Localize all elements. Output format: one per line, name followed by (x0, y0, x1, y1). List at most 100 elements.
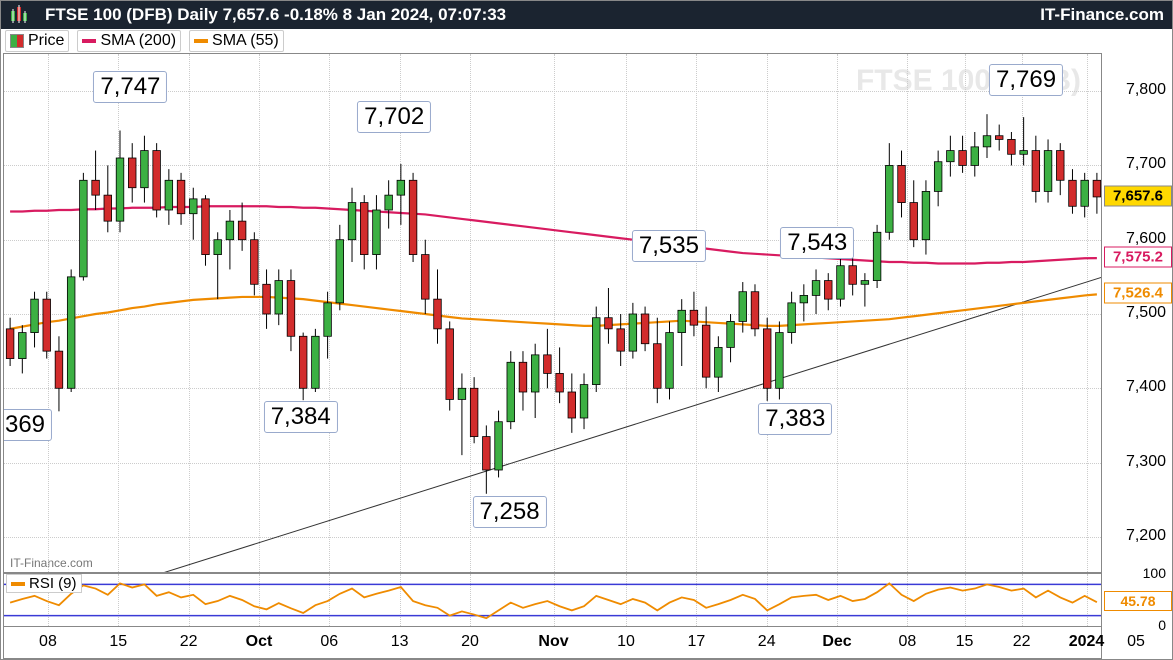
rsi-svg-layer (4, 574, 1102, 626)
candle-body (666, 333, 674, 389)
legend-sma55-label: SMA (55) (212, 32, 279, 50)
x-tick-label: 10 (617, 633, 635, 651)
line-swatch-icon (82, 39, 96, 43)
candle-body (31, 299, 39, 332)
candle-body (544, 355, 552, 374)
candle-body (629, 314, 637, 351)
rsi-y-tick-label: 100 (1143, 565, 1166, 581)
x-tick-label: Dec (822, 633, 851, 651)
price-annotation: 7,702 (357, 101, 431, 133)
candle-body (43, 299, 51, 351)
last-price-tag: 7,657.6 (1104, 185, 1172, 206)
y-tick-label: 7,300 (1126, 453, 1166, 471)
sma200-price-tag: 7,575.2 (1104, 247, 1172, 268)
candle-body (812, 281, 820, 296)
candle-body (641, 314, 649, 344)
legend-rsi[interactable]: RSI (9) (6, 574, 82, 593)
candle-body (312, 336, 320, 388)
candle-body (983, 136, 991, 147)
candle-body (324, 303, 332, 336)
x-tick-label: 15 (956, 633, 974, 651)
x-tick-label: 20 (461, 633, 479, 651)
x-tick-label: Oct (246, 633, 273, 651)
candle-body (434, 299, 442, 329)
candle-body (6, 329, 14, 359)
chart-svg-layer (4, 54, 1102, 573)
price-chart[interactable]: FTSE 100 (DFB) IT-Finance.com 7,7477,369… (3, 53, 1102, 573)
candle-body (421, 255, 429, 300)
candle-body (385, 195, 393, 210)
candle-body (922, 191, 930, 239)
candle-body (238, 221, 246, 240)
candle-body (824, 281, 832, 300)
app-logo-icon (9, 5, 37, 25)
candle-body (702, 325, 710, 377)
candle-body (141, 151, 149, 188)
candle-body (776, 333, 784, 389)
candle-body (531, 355, 539, 392)
candle-body (397, 180, 405, 195)
x-tick-label: Nov (538, 633, 568, 651)
candle-body (690, 310, 698, 325)
rsi-chart[interactable]: RSI (9) (3, 573, 1102, 627)
rsi-y-tick-label: 0 (1158, 617, 1166, 633)
publisher-label: IT-Finance.com (1040, 5, 1164, 25)
candle-body (519, 362, 527, 392)
price-annotation: 7,369 (3, 409, 52, 441)
candle-body (763, 329, 771, 388)
candle-body (495, 422, 503, 470)
candle-body (80, 180, 88, 277)
y-tick-label: 7,600 (1126, 230, 1166, 248)
legend-price-label: Price (28, 32, 64, 50)
candle-body (336, 240, 344, 303)
legend-rsi-label: RSI (9) (29, 575, 77, 592)
line-swatch-icon (11, 582, 25, 586)
candle-body (910, 203, 918, 240)
candle-body (1032, 151, 1040, 192)
candle-body (177, 180, 185, 213)
x-tick-label: 08 (39, 633, 57, 651)
rsi-y-axis: 05010045.78 (1102, 573, 1172, 627)
candle-body (202, 199, 210, 255)
y-tick-label: 7,700 (1126, 155, 1166, 173)
line-swatch-icon (194, 39, 208, 43)
candle-body (1093, 180, 1101, 197)
candle-body (971, 147, 979, 166)
price-annotation: 7,383 (758, 403, 832, 435)
candle-body (470, 388, 478, 436)
legend-sma200[interactable]: SMA (200) (77, 30, 181, 52)
candle-body (104, 195, 112, 221)
x-tick-label: 22 (180, 633, 198, 651)
candle-body (861, 281, 869, 285)
candle-body (128, 158, 136, 188)
candle-body (739, 292, 747, 322)
candle-body (1069, 180, 1077, 206)
candle-body (873, 232, 881, 280)
candle-body (1044, 151, 1052, 192)
candle-body (287, 281, 295, 337)
candle-body (788, 303, 796, 333)
legend-price[interactable]: Price (5, 30, 69, 52)
price-annotation: 7,747 (93, 71, 167, 103)
candle-body (886, 165, 894, 232)
candle-body (617, 329, 625, 351)
legend-sma200-label: SMA (200) (100, 32, 176, 50)
x-tick-label: 06 (320, 633, 338, 651)
candle-body (299, 336, 307, 388)
y-tick-label: 7,200 (1126, 527, 1166, 545)
candle-body (263, 284, 271, 314)
x-tick-label: 15 (109, 633, 127, 651)
x-tick-label: 17 (687, 633, 705, 651)
rsi-line (10, 583, 1097, 618)
candle-body (568, 392, 576, 418)
y-tick-label: 7,500 (1126, 304, 1166, 322)
candle-body (959, 151, 967, 166)
legend-sma55[interactable]: SMA (55) (189, 30, 284, 52)
candle-body (934, 162, 942, 192)
x-tick-label: 08 (898, 633, 916, 651)
candle-body (67, 277, 75, 388)
candle-body (251, 240, 259, 285)
candle-body (654, 344, 662, 389)
candle-body (55, 351, 63, 388)
candle-body (348, 203, 356, 240)
